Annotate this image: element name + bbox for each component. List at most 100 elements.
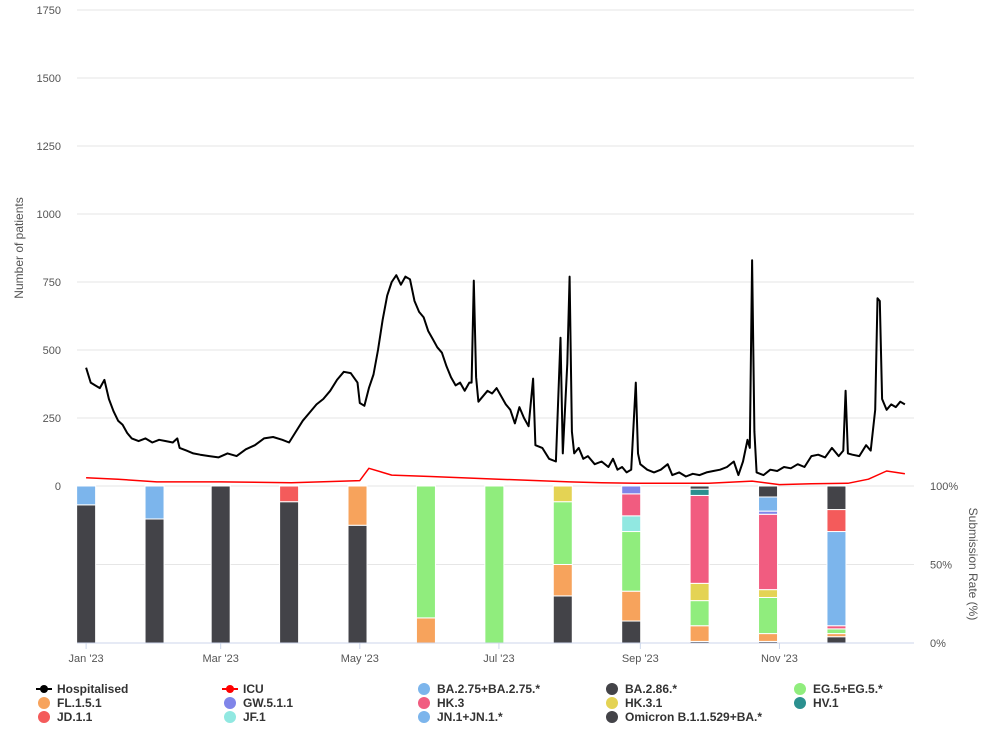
legend-item-jn-1-jn-1[interactable]: JN.1+JN.1.* xyxy=(416,710,503,724)
bar-segment xyxy=(621,620,642,644)
bar-segment xyxy=(621,590,642,622)
bar-segment xyxy=(144,518,165,644)
legend-label: Hospitalised xyxy=(57,682,129,696)
bar-segment xyxy=(552,595,573,644)
legend-dot-marker xyxy=(38,711,50,723)
bar-segment xyxy=(210,485,231,644)
y-tick-label: 1000 xyxy=(37,209,61,221)
x-tick-label: Sep '23 xyxy=(622,653,659,665)
legend-item-ba-2-75-ba-2-75[interactable]: BA.2.75+BA.2.75.* xyxy=(416,682,540,696)
legend-dot-marker xyxy=(794,697,806,709)
bar-segment xyxy=(621,531,642,592)
bar-segment xyxy=(621,515,642,533)
legend-dot-marker xyxy=(40,685,48,693)
x-tick-label: Nov '23 xyxy=(761,653,798,665)
bar-segment xyxy=(826,531,847,627)
legend-label: FL.1.5.1 xyxy=(57,696,102,710)
legend-label: EG.5+EG.5.* xyxy=(813,682,883,696)
bar-segment xyxy=(347,485,368,526)
legend-label: ICU xyxy=(243,682,264,696)
legend-dot-marker xyxy=(606,711,618,723)
y2-axis-title: Submission Rate (%) xyxy=(966,508,980,621)
legend-symbol xyxy=(416,710,432,724)
submission-rate-bars xyxy=(76,485,847,644)
legend-symbol xyxy=(792,696,808,710)
bar-segment xyxy=(689,494,710,584)
legend-item-gw-5-1-1[interactable]: GW.5.1.1 xyxy=(222,696,293,710)
bar-segment xyxy=(76,504,97,644)
bar-segment xyxy=(415,617,436,644)
y2-tick-label: 0% xyxy=(930,638,946,650)
legend-label: HK.3.1 xyxy=(625,696,663,710)
series-line-icu xyxy=(86,467,906,486)
y2-tick-label: 50% xyxy=(930,560,952,572)
legend-item-hv-1[interactable]: HV.1 xyxy=(792,696,839,710)
bar-segment xyxy=(621,493,642,517)
legend-item-hk-3-1[interactable]: HK.3.1 xyxy=(604,696,662,710)
legend-item-ba-2-86[interactable]: BA.2.86.* xyxy=(604,682,677,696)
legend-label: Omicron B.1.1.529+BA.* xyxy=(625,710,763,724)
bar-segment xyxy=(826,485,847,511)
bar-segment xyxy=(279,485,300,503)
bar-segment xyxy=(758,589,779,598)
bar-segment xyxy=(347,524,368,644)
legend-label: JN.1+JN.1.* xyxy=(437,710,503,724)
bar-segment xyxy=(689,600,710,627)
legend-item-icu[interactable]: ICU xyxy=(222,682,264,696)
legend-item-hk-3[interactable]: HK.3 xyxy=(416,696,464,710)
legend-dot-marker xyxy=(418,697,430,709)
legend-label: HK.3 xyxy=(437,696,465,710)
x-tick-label: Jan '23 xyxy=(69,653,104,665)
legend-item-fl-1-5-1[interactable]: FL.1.5.1 xyxy=(36,696,102,710)
bar-segment xyxy=(552,564,573,597)
bar-segment xyxy=(758,596,779,635)
legend-item-jd-1-1[interactable]: JD.1.1 xyxy=(36,710,92,724)
legend-symbol xyxy=(416,682,432,696)
bar-segment xyxy=(689,488,710,496)
legend-label: BA.2.75+BA.2.75.* xyxy=(437,682,541,696)
legend-symbol xyxy=(604,710,620,724)
legend-item-omicron-b-1-1-529-ba[interactable]: Omicron B.1.1.529+BA.* xyxy=(604,710,762,724)
legend-symbol xyxy=(604,682,620,696)
x-tick-label: Jul '23 xyxy=(483,653,514,665)
legend-dot-marker xyxy=(224,711,236,723)
x-tick-label: May '23 xyxy=(341,653,379,665)
legend-symbol xyxy=(222,696,238,710)
legend-dot-marker xyxy=(606,683,618,695)
legend-label: JF.1 xyxy=(243,710,266,724)
legend-item-jf-1[interactable]: JF.1 xyxy=(222,710,266,724)
legend-symbol xyxy=(36,682,52,696)
legend-symbol xyxy=(222,710,238,724)
legend-dot-marker xyxy=(224,697,236,709)
legend-item-hospitalised[interactable]: Hospitalised xyxy=(36,682,128,696)
legend-label: JD.1.1 xyxy=(57,710,93,724)
bar-segment xyxy=(144,485,165,520)
legend-symbol xyxy=(416,696,432,710)
y-tick-label: 1500 xyxy=(37,73,61,85)
bar-segment xyxy=(484,485,505,644)
y-tick-label: 0 xyxy=(55,481,61,493)
y-tick-label: 500 xyxy=(43,345,61,357)
legend-dot-marker xyxy=(418,711,430,723)
bar-segment xyxy=(826,636,847,644)
legend-symbol xyxy=(222,682,238,696)
bar-segment xyxy=(621,485,642,495)
x-tick-label: Mar '23 xyxy=(203,653,239,665)
legend-dot-marker xyxy=(226,685,234,693)
axes: 0 250 500 750 1000 1250 1500 1750 0% 50% 100% Jan '… xyxy=(12,5,980,665)
bar-segment xyxy=(279,501,300,644)
bar-segment xyxy=(758,485,779,498)
legend-dot-marker xyxy=(794,683,806,695)
legend-label: BA.2.86.* xyxy=(625,682,678,696)
bar-segment xyxy=(689,582,710,602)
legend-dot-marker xyxy=(38,697,50,709)
legend-item-eg-5-eg-5[interactable]: EG.5+EG.5.* xyxy=(792,682,883,696)
legend-symbol xyxy=(604,696,620,710)
bar-segment xyxy=(758,496,779,512)
y-tick-label: 1250 xyxy=(37,141,61,153)
bar-segment xyxy=(826,628,847,635)
y2-tick-label: 100% xyxy=(930,481,958,493)
y-tick-label: 250 xyxy=(43,413,61,425)
bar-segment xyxy=(826,509,847,533)
